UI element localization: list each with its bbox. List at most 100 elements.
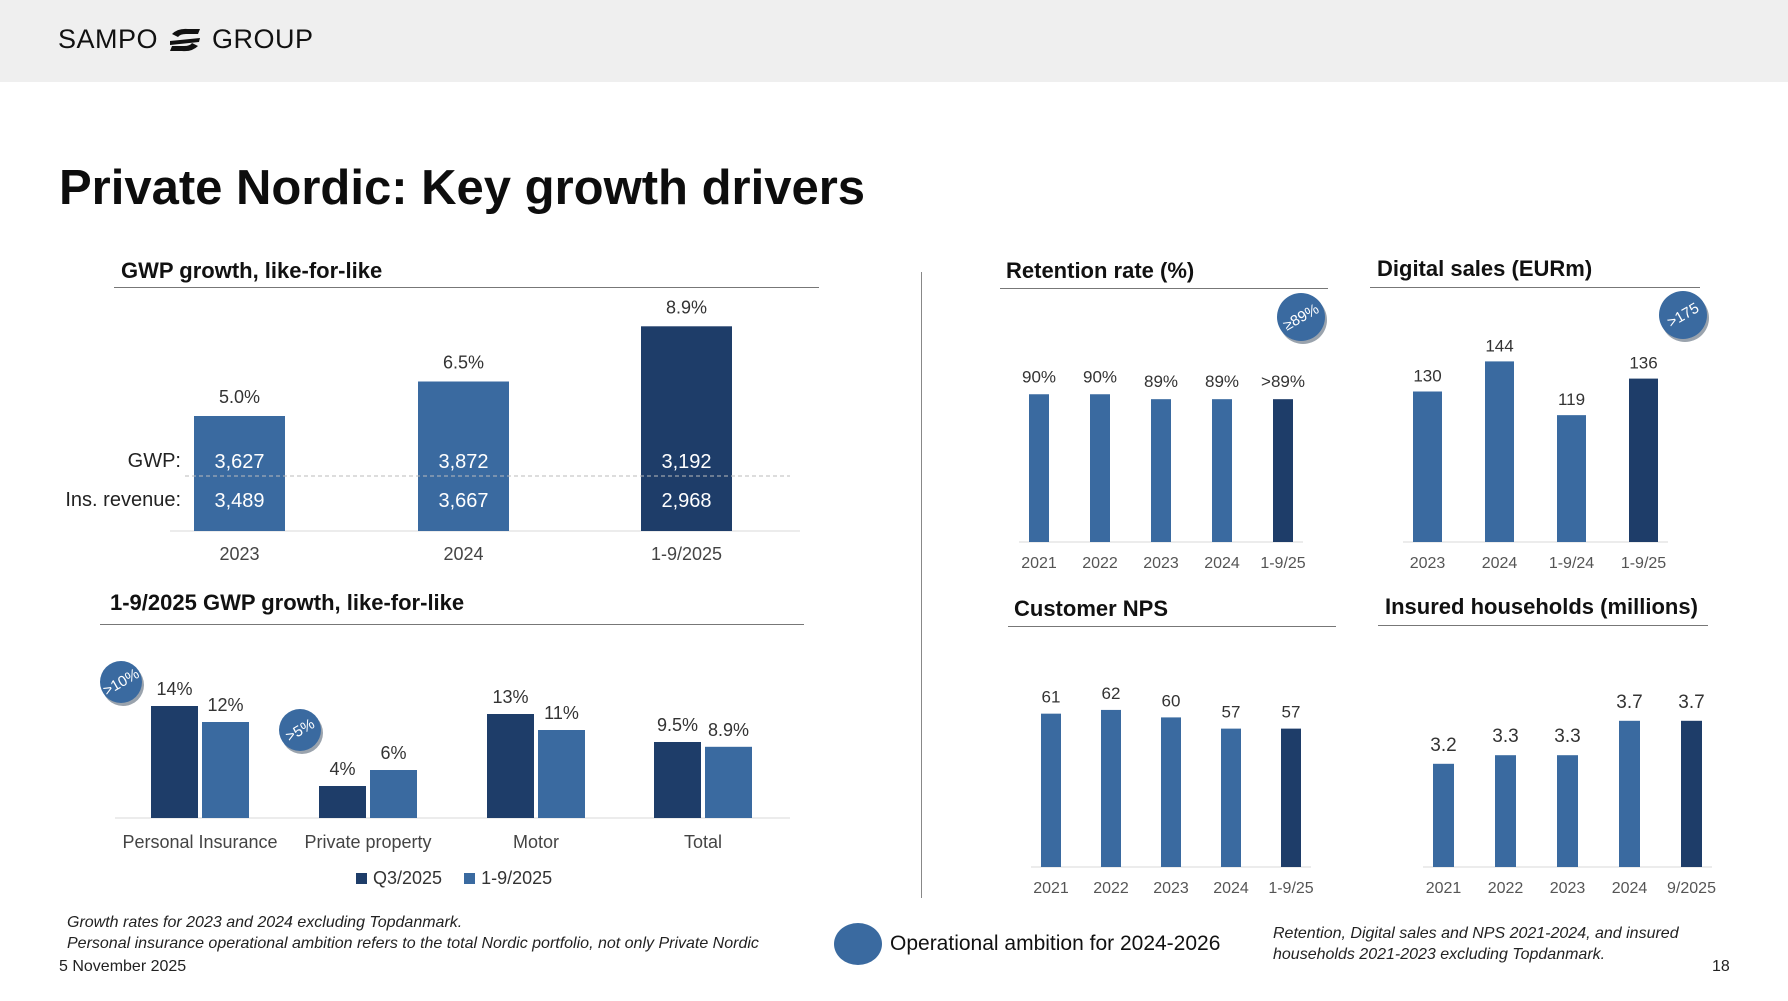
digital-svg-bar-1 bbox=[1485, 361, 1514, 542]
presentation-date: 5 November 2025 bbox=[59, 958, 187, 975]
growth-legend: Q3/2025 1-9/2025 bbox=[356, 868, 552, 889]
digital-svg-tick-label-1: 2024 bbox=[1482, 555, 1518, 572]
growth-bar-2-0 bbox=[487, 714, 534, 818]
growth-tick-label-3: Total bbox=[684, 832, 722, 852]
footnote-left-2: Personal insurance operational ambition … bbox=[67, 935, 759, 952]
households-svg-value-label-4: 3.7 bbox=[1678, 692, 1704, 713]
page-title: Private Nordic: Key growth drivers bbox=[59, 161, 866, 215]
retention-svg-bar-4 bbox=[1273, 399, 1293, 542]
nps-svg-tick-label-2: 2023 bbox=[1153, 880, 1189, 897]
retention-svg-value-label-2: 89% bbox=[1144, 372, 1178, 391]
retention-svg-bar-1 bbox=[1090, 394, 1110, 542]
growth-value-label-0-1: 12% bbox=[207, 695, 243, 715]
ins-revenue-label-0: 3,489 bbox=[214, 490, 264, 512]
logo-text-right: GROUP bbox=[212, 24, 314, 54]
retention-svg-tick-label-3: 2024 bbox=[1204, 555, 1240, 572]
gwp-growth-label-0: 5.0% bbox=[219, 387, 260, 407]
growth-value-label-0-0: 14% bbox=[156, 679, 192, 699]
growth-bar-2-1 bbox=[538, 730, 585, 818]
nps-svg-tick-label-0: 2021 bbox=[1033, 880, 1069, 897]
digital-ambition-badge-circle bbox=[1659, 291, 1707, 339]
households-svg-value-label-3: 3.7 bbox=[1616, 692, 1642, 713]
households-svg-tick-label-0: 2021 bbox=[1426, 880, 1462, 897]
gwp-growth-chart: 5.0% 3,627 3,489 2023 6.5% 3,872 3,667 2024 8.9%… bbox=[65, 297, 800, 564]
growth-bar-1-0 bbox=[319, 786, 366, 818]
households-svg-bar-2 bbox=[1557, 755, 1578, 867]
retention-svg-tick-label-4: 1-9/25 bbox=[1260, 555, 1305, 572]
digital-svg-bar-2 bbox=[1557, 415, 1586, 542]
panel-divider bbox=[921, 272, 922, 898]
page-number: 18 bbox=[1712, 958, 1730, 975]
households-svg-value-label-1: 3.3 bbox=[1492, 726, 1518, 747]
legend-label-ytd: 1-9/2025 bbox=[481, 868, 553, 888]
ambition-dot-icon bbox=[834, 923, 882, 965]
nps-svg-tick-label-3: 2024 bbox=[1213, 880, 1249, 897]
digital-svg-tick-label-0: 2023 bbox=[1410, 555, 1446, 572]
nps-svg-tick-label-1: 2022 bbox=[1093, 880, 1129, 897]
ins-revenue-row-label: Ins. revenue: bbox=[65, 489, 181, 511]
retention-ambition-badge-circle bbox=[1277, 293, 1325, 341]
growth-tick-label-0: Personal Insurance bbox=[122, 832, 277, 852]
gwp-bar-0 bbox=[194, 416, 285, 531]
nps-svg-value-label-3: 57 bbox=[1222, 703, 1241, 722]
nps-svg-value-label-1: 62 bbox=[1102, 684, 1121, 703]
private-property-badge: >5% bbox=[279, 709, 323, 754]
growth-bar-3-0 bbox=[654, 742, 701, 818]
digital-svg-tick-label-2: 1-9/24 bbox=[1549, 555, 1594, 572]
digital-svg-bar-0 bbox=[1413, 391, 1442, 542]
growth-value-label-3-0: 9.5% bbox=[657, 715, 698, 735]
growth-title-rule bbox=[100, 624, 804, 625]
legend-swatch-ytd bbox=[464, 873, 476, 884]
footnote-right-2: households 2021-2023 excluding Topdanmar… bbox=[1273, 946, 1606, 963]
growth-chart-title: 1-9/2025 GWP growth, like-for-like bbox=[110, 590, 465, 615]
nps-svg-bar-3 bbox=[1221, 728, 1241, 867]
households-svg-bar-0 bbox=[1433, 763, 1454, 867]
gwp-bar-2 bbox=[641, 326, 732, 531]
gwp-title-rule bbox=[114, 287, 819, 288]
ins-revenue-label-2: 2,968 bbox=[661, 490, 711, 512]
ins-revenue-label-1: 3,667 bbox=[438, 490, 488, 512]
growth-bar-0-0 bbox=[151, 706, 198, 818]
nps-svg-bar-1 bbox=[1101, 709, 1121, 867]
gwp-tick-label-2: 1-9/2025 bbox=[651, 544, 722, 564]
nps-svg-value-label-2: 60 bbox=[1162, 691, 1181, 710]
nps-svg-value-label-0: 61 bbox=[1042, 688, 1061, 707]
gwp-row-label: GWP: bbox=[128, 450, 181, 472]
digital-ambition-badge: >175 bbox=[1659, 291, 1709, 342]
households-svg-tick-label-3: 2024 bbox=[1612, 880, 1648, 897]
retention-svg-bar-0 bbox=[1029, 394, 1049, 542]
legend-swatch-q3 bbox=[356, 873, 367, 884]
personal-insurance-badge: >10% bbox=[100, 661, 144, 706]
gwp-value-label-2: 3,192 bbox=[661, 451, 711, 473]
retention-svg-tick-label-2: 2023 bbox=[1143, 555, 1179, 572]
footnote-right-1: Retention, Digital sales and NPS 2021-20… bbox=[1273, 925, 1679, 942]
digital-title-rule bbox=[1370, 287, 1700, 288]
gwp-tick-label-1: 2024 bbox=[443, 544, 483, 564]
digital-svg-bar-3 bbox=[1629, 378, 1658, 542]
retention-svg-value-label-1: 90% bbox=[1083, 367, 1117, 386]
growth-value-label-2-0: 13% bbox=[492, 687, 528, 707]
footnote-left-1: Growth rates for 2023 and 2024 excluding… bbox=[67, 914, 463, 931]
growth-bar-0-1 bbox=[202, 722, 249, 818]
sampo-group-logo: SAMPO GROUP bbox=[58, 24, 314, 55]
growth-value-label-2-1: 11% bbox=[544, 703, 579, 723]
growth-value-label-1-0: 4% bbox=[329, 759, 355, 779]
digital-svg-value-label-0: 130 bbox=[1413, 367, 1441, 386]
digital-svg-value-label-1: 144 bbox=[1485, 336, 1513, 355]
sampo-logo-icon bbox=[170, 28, 201, 51]
gwp-chart-title: GWP growth, like-for-like bbox=[121, 258, 383, 283]
header-bar: SAMPO GROUP bbox=[0, 0, 1788, 82]
digital-svg-tick-label-3: 1-9/25 bbox=[1621, 555, 1666, 572]
retention-svg-bar-3 bbox=[1212, 399, 1232, 542]
retention-title-rule bbox=[1000, 288, 1328, 289]
growth-bar-1-1 bbox=[370, 770, 417, 818]
retention-svg-value-label-0: 90% bbox=[1022, 367, 1056, 386]
gwp-value-label-0: 3,627 bbox=[214, 451, 264, 473]
legend-label-q3: Q3/2025 bbox=[373, 868, 443, 888]
households-svg-value-label-2: 3.3 bbox=[1554, 726, 1580, 747]
retention-rate-chart: 90% 2021 90% 2022 89% 2023 89% 2024 >89% 1-9/25 ≥8… bbox=[1019, 293, 1327, 572]
gwp-growth-label-2: 8.9% bbox=[666, 297, 707, 317]
growth-tick-label-1: Private property bbox=[304, 832, 431, 852]
segment-growth-chart: 14% 12% Personal Insurance 4% 6% Private prop… bbox=[100, 661, 790, 852]
households-svg-tick-label-4: 9/2025 bbox=[1667, 880, 1716, 897]
